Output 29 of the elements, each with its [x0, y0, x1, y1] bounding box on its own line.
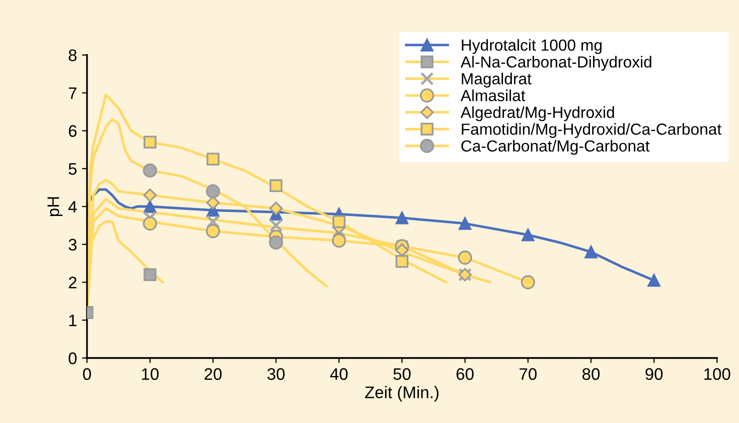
legend-label: Famotidin/Mg-Hydroxid/Ca-Carbonat	[462, 123, 722, 138]
legend-label: Al-Na-Carbonat-Dihydroxid	[460, 56, 652, 71]
y-axis-title: pH	[48, 197, 62, 216]
y-tick-label: 4	[68, 201, 77, 213]
y-tick-label: 6	[68, 125, 77, 137]
x-tick-label: 50	[393, 368, 411, 380]
x-axis-title: Zeit (Min.)	[365, 386, 438, 402]
x-tick-label: 40	[330, 368, 348, 380]
x-tick-label: 60	[456, 368, 474, 380]
legend-label: Magaldrat	[462, 72, 532, 88]
x-tick-label: 0	[83, 368, 91, 380]
legend-label: Almasilat	[460, 89, 526, 102]
y-tick-label: 2	[68, 276, 76, 288]
x-tick-label: 10	[142, 368, 159, 380]
x-tick-label: 90	[646, 368, 663, 380]
legend-label: Ca-Carbonat/Mg-Carbonat	[461, 140, 650, 155]
y-tick-label: 0	[68, 352, 77, 364]
legend-label: Algedrat/Mg-Hydroxid	[460, 106, 614, 122]
x-tick-label: 100	[704, 368, 730, 380]
x-tick-label: 80	[582, 368, 600, 380]
y-tick-label: 1	[69, 314, 76, 326]
y-tick-label: 5	[68, 163, 77, 175]
y-tick-label: 8	[68, 49, 77, 62]
x-tick-label: 20	[204, 368, 222, 380]
legend-label: Hydrotalcit 1000 mg	[462, 39, 602, 54]
x-tick-label: 70	[520, 368, 537, 380]
x-tick-label: 30	[267, 368, 285, 380]
y-tick-label: 7	[68, 87, 76, 99]
y-tick-label: 3	[68, 238, 77, 251]
